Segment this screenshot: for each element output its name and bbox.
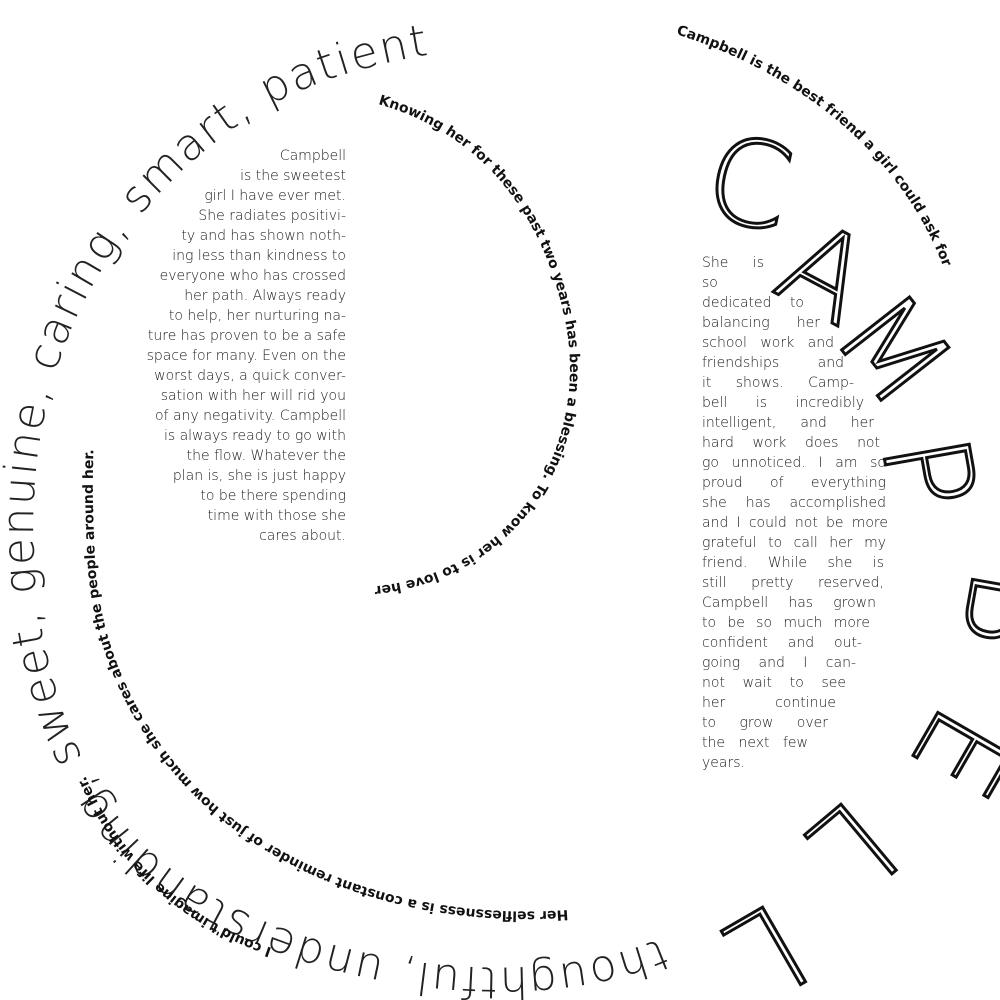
right-paragraph-line: bell is incredibly xyxy=(702,395,864,411)
left-paragraph-line: to be there spending xyxy=(200,488,346,504)
title-letter-l-1: L xyxy=(784,774,923,922)
left-paragraph: Campbell is the sweetest girl I have eve… xyxy=(130,146,346,546)
left-paragraph-line: her path. Always ready xyxy=(184,288,346,304)
right-paragraph-line: proud of everything xyxy=(702,475,886,491)
right-paragraph-line: still pretty reserved, xyxy=(702,575,884,591)
title-letter-c: C xyxy=(694,107,803,259)
right-paragraph-line: friendships and xyxy=(702,355,844,371)
right-paragraph-line: intelligent, and her xyxy=(702,415,874,431)
left-paragraph-line: ture has proven to be a safe xyxy=(147,328,346,344)
right-paragraph-line: she has accomplished xyxy=(702,495,886,511)
right-paragraph-line: to be so much more xyxy=(702,615,870,631)
right-paragraph-line: Campbell has grown xyxy=(702,595,876,611)
left-paragraph-line: time with those she xyxy=(207,508,346,524)
right-paragraph-line: it shows. Camp- xyxy=(702,375,854,391)
left-paragraph-line: cares about. xyxy=(259,528,346,544)
right-paragraph-line: friend. While she is xyxy=(702,555,884,571)
left-paragraph-line: space for many. Even on the xyxy=(146,348,346,364)
left-paragraph-line: the flow. Whatever the xyxy=(186,448,346,464)
left-paragraph-line: is always ready to go with xyxy=(163,428,346,444)
left-paragraph-line: plan is, she is just happy xyxy=(172,468,346,484)
right-paragraph-line: balancing her xyxy=(702,315,820,331)
right-paragraph-line: going and I can- xyxy=(702,655,856,671)
left-paragraph-line: everyone who has crossed xyxy=(159,268,346,284)
left-paragraph-line: Campbell xyxy=(279,148,346,164)
right-paragraph-line: her continue xyxy=(702,695,836,711)
right-paragraph-line: school work and xyxy=(702,335,834,351)
title-letter-b: B xyxy=(934,560,1000,660)
right-paragraph-line: confident and out- xyxy=(702,635,862,651)
right-paragraph-line: grateful to call her my xyxy=(702,535,886,551)
right-paragraph: She is so dedicated to balancing her sch… xyxy=(702,253,888,773)
left-paragraph-line: ing less than kindness to xyxy=(172,248,346,264)
right-paragraph-line: years. xyxy=(702,755,745,771)
right-paragraph-line: go unnoticed. I am so xyxy=(702,455,886,471)
left-paragraph-line: sation with her will rid you xyxy=(160,388,346,404)
right-paragraph-line: and I could not be more xyxy=(702,515,888,531)
left-paragraph-line: girl I have ever met. xyxy=(204,188,346,204)
left-paragraph-line: She radiates positivi- xyxy=(198,208,346,224)
left-paragraph-line: of any negativity. Campbell xyxy=(155,408,346,424)
right-paragraph-line: She is so xyxy=(702,255,764,291)
left-paragraph-line: worst days, a quick conver- xyxy=(154,368,346,384)
right-paragraph-line: not wait to see xyxy=(702,675,846,691)
right-paragraph-line: the next few xyxy=(702,735,808,751)
right-paragraph-line: dedicated to xyxy=(702,295,804,311)
right-paragraph-line: hard work does not xyxy=(702,435,880,451)
left-paragraph-line: is the sweetest xyxy=(240,168,346,184)
left-paragraph-line: to help, her nurturing na- xyxy=(168,308,346,324)
right-paragraph-line: to grow over xyxy=(702,715,828,731)
left-paragraph-line: ty and has shown noth- xyxy=(181,228,346,244)
title-letter-l-2: L xyxy=(704,876,830,1000)
title-letter-e: E xyxy=(883,686,1000,820)
